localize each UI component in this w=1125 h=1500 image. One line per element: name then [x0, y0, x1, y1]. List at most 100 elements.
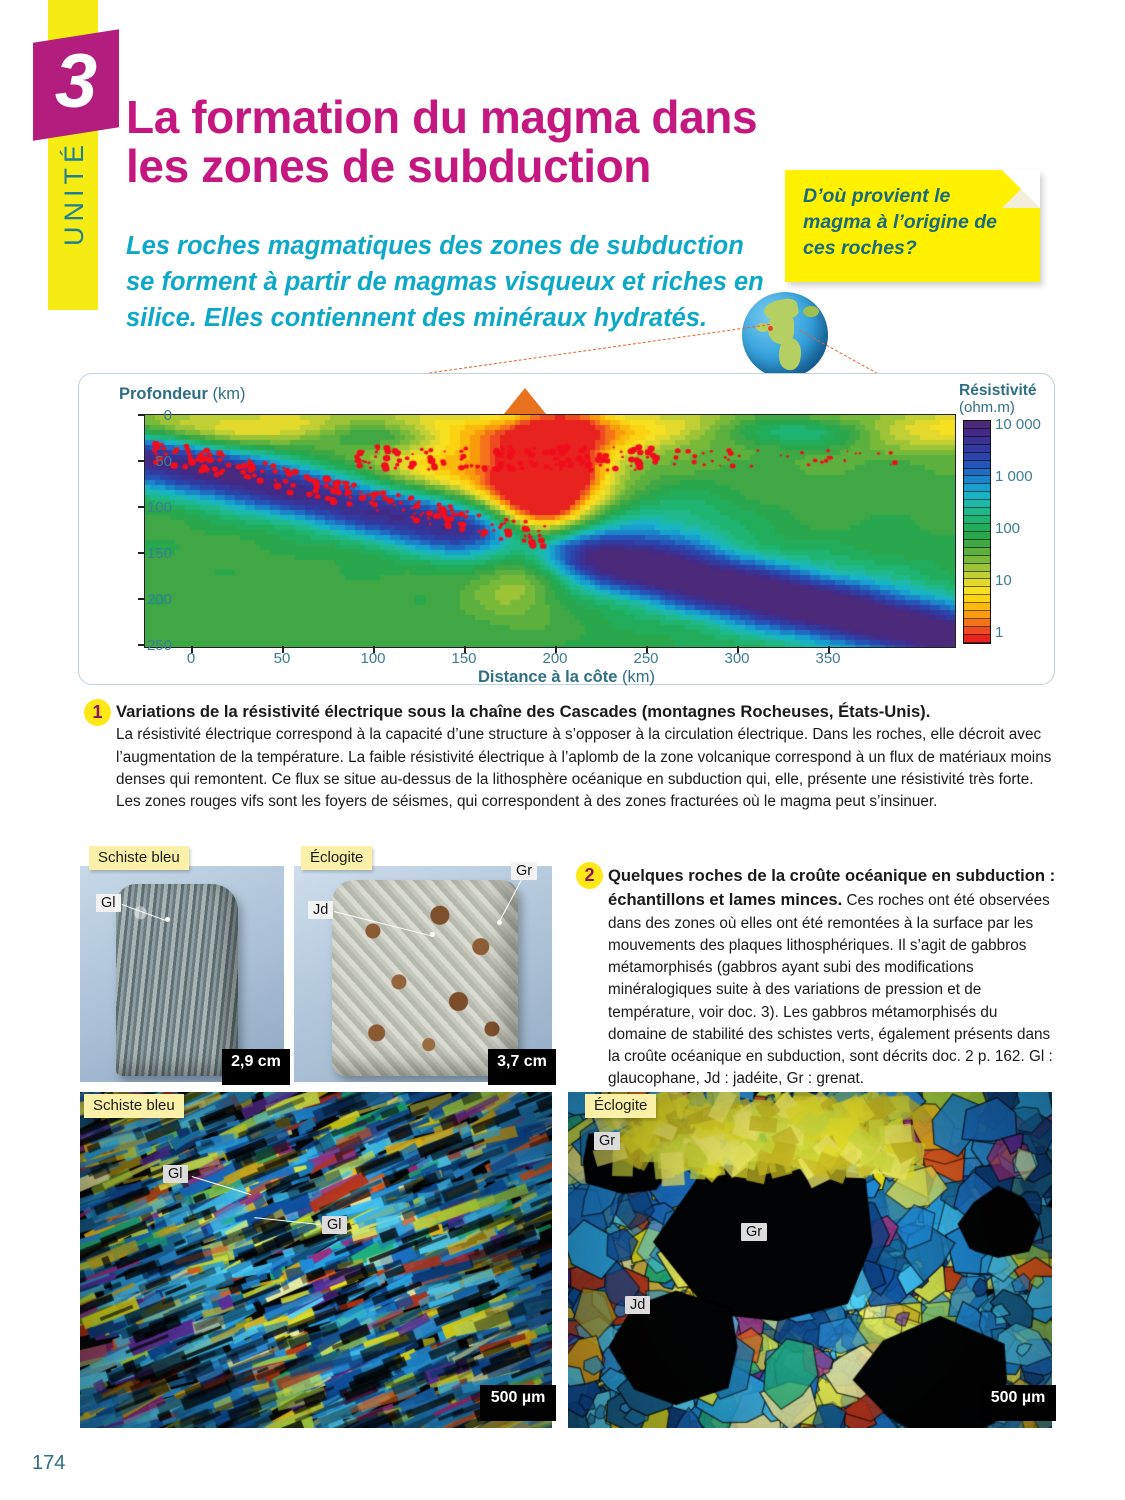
figure-tag-thin-eclogite: Éclogite	[585, 1094, 657, 1118]
colorbar-tick: 10	[995, 572, 1012, 589]
scale-bar-thin-schiste: 500 µm	[480, 1385, 556, 1421]
chart-x-tickmark	[373, 646, 375, 653]
colorbar-band	[964, 611, 990, 620]
mineral-label-gl-rock: Gl	[96, 894, 121, 912]
colorbar-band	[964, 428, 990, 437]
doc1-badge: 1	[84, 699, 111, 726]
chart-y-axis-unit: (km)	[212, 385, 246, 403]
doc1-body: La résistivité électrique correspond à l…	[116, 726, 1052, 811]
colorbar-band	[964, 579, 990, 588]
mineral-label-gr-rock: Gr	[511, 862, 538, 880]
chart-x-tick: 300	[724, 650, 750, 667]
unit-number: 3	[54, 39, 98, 124]
colorbar-tick: 100	[995, 520, 1021, 537]
colorbar-band	[964, 476, 990, 485]
colorbar-band	[964, 619, 990, 627]
mineral-label-gl-thin-1: Gl	[163, 1165, 188, 1183]
colorbar-band	[964, 555, 990, 564]
chart-y-tickmark	[138, 460, 145, 462]
callout-dot-jd-rock	[430, 932, 435, 937]
colorbar-unit: (ohm.m)	[959, 399, 1015, 417]
question-sticky-note: D’où provient le magma à l’origine de ce…	[785, 170, 1040, 282]
thin-section-schiste-bleu	[80, 1092, 552, 1428]
chart-y-tickmark	[138, 644, 145, 646]
doc2-caption: Quelques roches de la croûte océanique e…	[608, 864, 1056, 1091]
resistivity-chart-panel: Profondeur (km) 0 50 100 150 200 250 0 5…	[78, 373, 1055, 686]
thin-section-schiste-image	[80, 1092, 552, 1428]
chart-x-tick: 150	[451, 650, 477, 667]
colorbar-band	[964, 603, 990, 612]
resistivity-colorbar	[963, 420, 991, 644]
rock-specimen-eclogite	[332, 880, 518, 1076]
colorbar-band	[964, 492, 990, 501]
colorbar-band	[964, 563, 990, 572]
globe-landmass	[756, 323, 770, 332]
mineral-label-gl-thin-2: Gl	[322, 1216, 347, 1234]
colorbar-band	[964, 452, 990, 461]
chart-x-tickmark	[464, 646, 466, 653]
colorbar-band	[964, 571, 990, 580]
globe-icon	[742, 292, 828, 378]
chart-y-tickmark	[138, 552, 145, 554]
chart-x-tick: 100	[360, 650, 386, 667]
chart-plot-area	[144, 414, 956, 648]
chart-x-tickmark	[646, 646, 648, 653]
rock-specimen-schiste	[116, 884, 238, 1076]
figure-tag-rock-schiste: Schiste bleu	[89, 846, 189, 870]
chart-y-axis-title: Profondeur (km)	[119, 385, 246, 404]
colorbar-tick: 1 000	[995, 468, 1033, 485]
globe-landmass	[803, 306, 819, 317]
colorbar-tick: 1	[995, 624, 1004, 641]
doc2-body: Ces roches ont été observées dans des zo…	[608, 892, 1053, 1088]
chart-x-axis-unit: (km)	[622, 668, 655, 686]
colorbar-band	[964, 595, 990, 604]
globe-landmass	[776, 336, 804, 372]
scale-bar-rock-eclogite: 3,7 cm	[488, 1049, 556, 1085]
colorbar-band	[964, 436, 990, 445]
colorbar-band	[964, 626, 990, 635]
doc2-badge: 2	[576, 862, 603, 889]
chart-y-tick: 100	[146, 499, 172, 516]
thin-section-eclogite	[568, 1092, 1052, 1428]
chart-x-tick: 250	[633, 650, 659, 667]
mineral-label-jd-rock: Jd	[308, 901, 334, 919]
sticky-note-curl	[1002, 170, 1040, 208]
resistivity-heatmap	[145, 415, 955, 647]
chart-x-tickmark	[828, 646, 830, 653]
chart-y-tickmark	[138, 598, 145, 600]
colorbar-band	[964, 444, 990, 453]
volcano-marker-icon	[504, 388, 546, 414]
colorbar-band	[964, 500, 990, 509]
page-title: La formation du magma dans les zones de …	[126, 90, 758, 193]
colorbar-band	[964, 421, 990, 429]
colorbar-band	[964, 468, 990, 477]
chart-x-tickmark	[191, 646, 193, 653]
chart-x-tick: 0	[186, 650, 196, 667]
mineral-label-gr-thin-2: Gr	[741, 1223, 768, 1241]
mineral-label-jd-thin: Jd	[625, 1296, 651, 1314]
colorbar-title-label: Résistivité	[959, 382, 1037, 399]
page-number: 174	[32, 1452, 66, 1474]
doc1-title: Variations de la résistivité électrique …	[116, 702, 931, 721]
callout-dot-gr-rock	[497, 920, 502, 925]
doc2-title: Quelques roches de la croûte océanique e…	[608, 866, 1056, 910]
chart-x-axis-label: Distance à la côte	[478, 668, 618, 686]
colorbar-band	[964, 587, 990, 596]
doc1-caption: Variations de la résistivité électrique …	[116, 700, 1052, 814]
colorbar-title: Résistivité (ohm.m)	[959, 382, 1054, 417]
colorbar-band	[964, 539, 990, 548]
globe-location-marker	[768, 326, 773, 331]
chart-y-tick: 0	[163, 407, 172, 424]
colorbar-band	[964, 531, 990, 540]
colorbar-band	[964, 634, 990, 643]
chart-x-tick: 350	[815, 650, 841, 667]
chart-y-tickmark	[138, 506, 145, 508]
chart-y-tick: 200	[146, 591, 172, 608]
colorbar-band	[964, 460, 990, 469]
mineral-label-gr-thin-1: Gr	[594, 1132, 621, 1150]
chart-x-tickmark	[555, 646, 557, 653]
chart-y-tickmark	[138, 414, 145, 416]
colorbar-band	[964, 508, 990, 517]
colorbar-band	[964, 523, 990, 532]
chart-y-tick: 50	[155, 453, 172, 470]
